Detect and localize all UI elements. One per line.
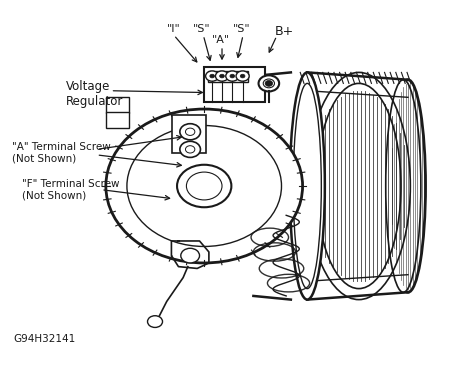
Circle shape: [226, 71, 239, 81]
Circle shape: [258, 76, 279, 92]
Circle shape: [206, 71, 219, 81]
Circle shape: [180, 141, 201, 157]
Bar: [173, 115, 206, 153]
Circle shape: [236, 71, 249, 81]
Ellipse shape: [386, 80, 421, 292]
Circle shape: [177, 165, 231, 207]
Circle shape: [180, 124, 201, 140]
Ellipse shape: [391, 80, 426, 292]
Bar: [204, 67, 265, 102]
Ellipse shape: [290, 73, 325, 299]
Text: "S": "S": [193, 24, 210, 34]
Text: Voltage
Regulator: Voltage Regulator: [66, 80, 123, 108]
Text: G94H32141: G94H32141: [13, 334, 75, 344]
Text: B+: B+: [274, 25, 294, 38]
Circle shape: [240, 74, 245, 78]
Bar: [106, 112, 129, 128]
Circle shape: [210, 74, 215, 78]
Circle shape: [219, 74, 224, 78]
Circle shape: [265, 80, 273, 86]
Circle shape: [147, 316, 163, 327]
Circle shape: [263, 79, 274, 88]
Text: "I": "I": [167, 24, 181, 34]
Circle shape: [230, 74, 235, 78]
Circle shape: [216, 71, 228, 81]
Text: "A": "A": [211, 35, 230, 45]
Bar: [106, 97, 129, 113]
Circle shape: [106, 109, 302, 263]
Text: "F" Terminal Screw
(Not Shown): "F" Terminal Screw (Not Shown): [21, 179, 119, 201]
Text: "A" Terminal Screw
(Not Shown): "A" Terminal Screw (Not Shown): [12, 142, 111, 164]
Circle shape: [181, 248, 200, 263]
Bar: [208, 71, 248, 82]
Text: "S": "S": [233, 24, 250, 34]
